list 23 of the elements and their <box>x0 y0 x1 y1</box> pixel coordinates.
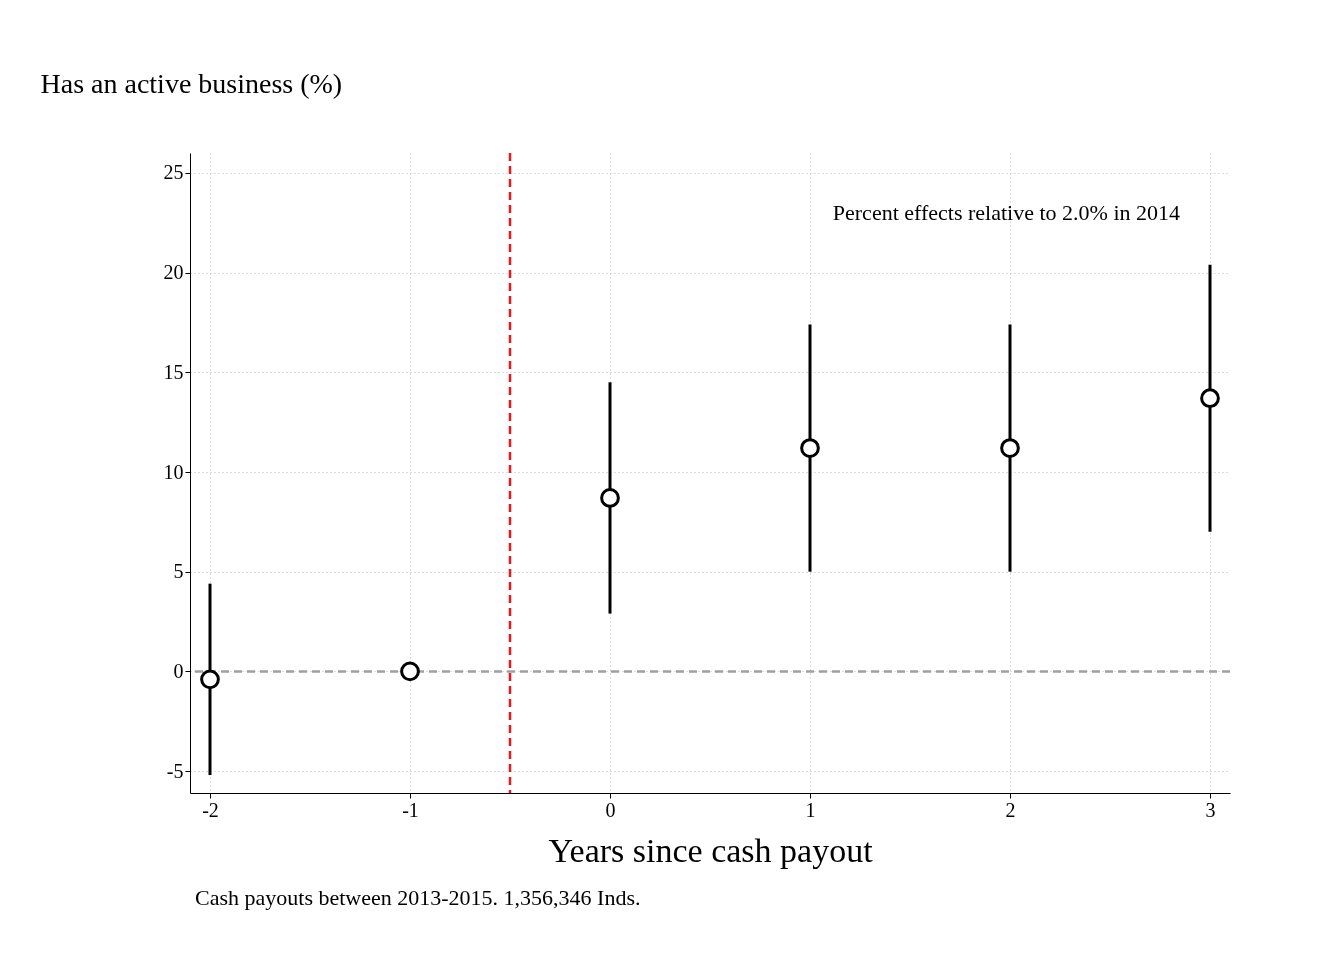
x-tick-label: -2 <box>202 798 219 821</box>
point <box>1200 388 1220 409</box>
y-tick-label: 0 <box>173 659 184 682</box>
text: Cash payouts between 2013-2015. 1,356,346 Inds. <box>195 885 641 910</box>
y-tick-label: 15 <box>163 360 184 383</box>
x-tick-label: 0 <box>605 798 616 821</box>
y-axis-title: Has an active business (%) <box>40 67 343 99</box>
y-tick-label: -5 <box>166 759 184 782</box>
y-tick-label: 20 <box>163 261 184 284</box>
point <box>400 661 420 682</box>
y-tick-label: 5 <box>173 560 184 583</box>
point <box>200 669 220 690</box>
x-tick-label: 3 <box>1205 798 1216 821</box>
y-tick-label: 25 <box>163 161 184 184</box>
point <box>800 438 820 458</box>
point <box>1000 438 1020 458</box>
point <box>600 488 620 508</box>
x-tick-label: -1 <box>402 798 419 821</box>
x-tick-label: 2 <box>1005 798 1016 821</box>
x-axis-title: Years since cash payout <box>548 831 874 869</box>
annotation: Percent effects relative to 2.0% in 2014 <box>832 200 1180 225</box>
x-tick-label: 1 <box>805 798 816 821</box>
y-tick-label: 10 <box>163 460 184 483</box>
